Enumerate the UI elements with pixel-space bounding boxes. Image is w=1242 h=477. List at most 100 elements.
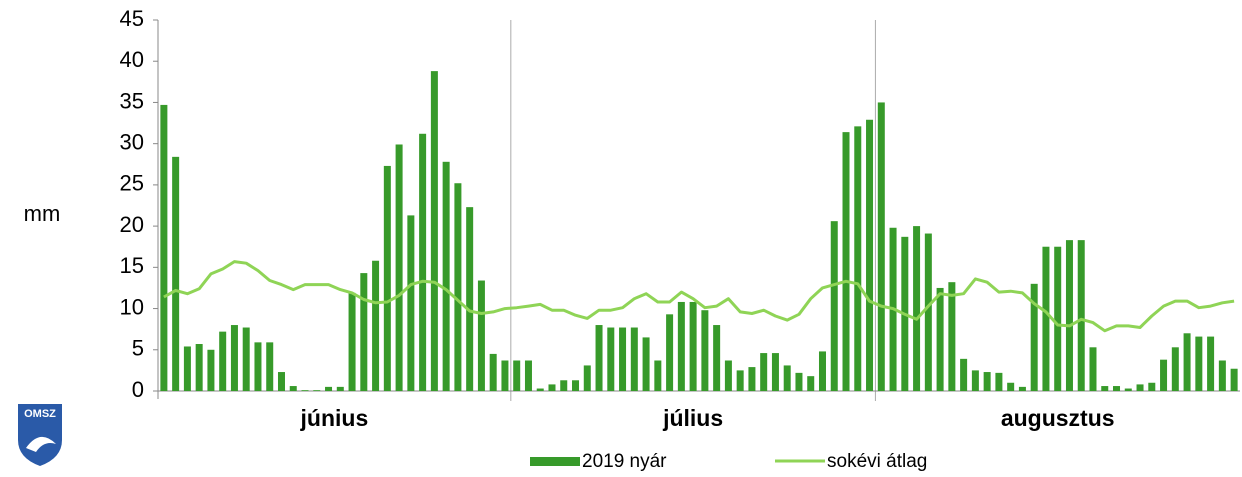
bar xyxy=(1065,240,1073,391)
bar xyxy=(1089,347,1097,391)
bar xyxy=(842,132,850,391)
bar xyxy=(183,346,191,391)
bar xyxy=(913,226,921,391)
y-tick-label: 5 xyxy=(132,336,144,361)
bar xyxy=(771,353,779,391)
bar xyxy=(277,372,285,391)
bar xyxy=(1136,384,1144,391)
bar xyxy=(430,71,438,392)
bar xyxy=(207,349,215,391)
logo-text: OMSZ xyxy=(24,408,56,420)
bar xyxy=(348,292,356,391)
bar xyxy=(924,233,932,391)
bar xyxy=(1113,386,1121,391)
legend-swatch xyxy=(530,457,580,466)
bar xyxy=(513,360,521,391)
legend-label: sokévi átlag xyxy=(827,451,927,472)
bar xyxy=(219,331,227,391)
bar xyxy=(807,376,815,391)
y-tick-label: 30 xyxy=(120,129,144,154)
bar xyxy=(1054,246,1062,391)
bar xyxy=(548,384,556,391)
bar xyxy=(583,365,591,391)
bar xyxy=(983,372,991,391)
bar xyxy=(395,144,403,391)
bar xyxy=(936,287,944,391)
bar xyxy=(630,327,638,391)
bar xyxy=(689,301,697,391)
bar xyxy=(701,310,709,391)
bar xyxy=(1077,240,1085,391)
bar xyxy=(360,273,368,391)
bar xyxy=(195,344,203,391)
bar xyxy=(560,380,568,391)
bar xyxy=(1171,347,1179,391)
bar xyxy=(419,133,427,392)
bar xyxy=(736,370,744,391)
bar xyxy=(619,327,627,391)
bar xyxy=(1007,382,1015,391)
bar xyxy=(666,314,674,391)
bar xyxy=(1183,333,1191,391)
month-label: június xyxy=(300,405,369,431)
bar xyxy=(1124,388,1132,391)
bar xyxy=(383,165,391,391)
bar xyxy=(160,104,168,391)
bar xyxy=(266,342,274,391)
y-tick-label: 10 xyxy=(120,294,144,319)
bar xyxy=(301,390,309,391)
bar xyxy=(442,161,450,391)
bar xyxy=(336,386,344,391)
bar xyxy=(1030,283,1038,391)
y-tick-label: 45 xyxy=(120,6,144,31)
bar xyxy=(854,126,862,391)
legend-label: 2019 nyár xyxy=(582,451,667,472)
logo: OMSZ xyxy=(18,404,62,466)
bar xyxy=(1195,336,1203,391)
bar xyxy=(818,351,826,391)
bar xyxy=(1042,246,1050,391)
bar xyxy=(783,365,791,391)
bar xyxy=(454,183,462,391)
average-line xyxy=(163,260,1235,333)
y-tick-label: 25 xyxy=(120,171,144,196)
y-tick-label: 0 xyxy=(132,377,144,402)
bar xyxy=(242,327,250,391)
y-axis-label: mm xyxy=(24,201,61,226)
bar xyxy=(572,380,580,391)
bar xyxy=(524,360,532,391)
bar xyxy=(325,386,333,391)
y-tick-label: 40 xyxy=(120,47,144,72)
bar xyxy=(1148,382,1156,391)
bar xyxy=(748,367,756,391)
bar xyxy=(595,325,603,391)
bar xyxy=(960,358,968,391)
y-tick-label: 35 xyxy=(120,88,144,113)
bar xyxy=(1101,386,1109,391)
bar xyxy=(407,215,415,391)
bar xyxy=(372,260,380,391)
bar xyxy=(230,325,238,391)
bar xyxy=(1218,360,1226,391)
bar xyxy=(489,353,497,391)
bar xyxy=(1160,359,1168,391)
bar xyxy=(642,337,650,391)
month-label: július xyxy=(662,405,723,431)
bar xyxy=(830,221,838,391)
bar xyxy=(1018,386,1026,391)
bar xyxy=(877,102,885,391)
logo-wave xyxy=(26,436,56,452)
y-tick-label: 15 xyxy=(120,253,144,278)
bar xyxy=(289,386,297,391)
bar xyxy=(313,390,321,391)
bar xyxy=(948,282,956,391)
bar xyxy=(607,327,615,391)
bar xyxy=(760,353,768,391)
bar xyxy=(654,360,662,391)
bar xyxy=(677,301,685,391)
bar xyxy=(466,207,474,391)
bar xyxy=(713,325,721,391)
bar xyxy=(1230,368,1238,391)
y-tick-label: 20 xyxy=(120,212,144,237)
